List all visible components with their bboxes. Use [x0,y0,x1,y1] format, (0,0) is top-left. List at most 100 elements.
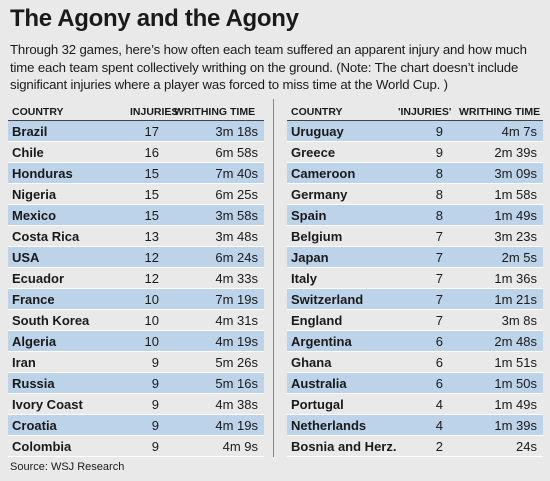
table-row: Mexico 15 3m 58s [8,205,264,226]
cell-writhing-time: 6m 58s [215,145,258,160]
cell-injuries: 6 [435,334,443,349]
cell-writhing-time: 1m 49s [494,208,537,223]
table-body: Brazil 17 3m 18s Chile 16 6m 58s Honduras 15 7m … [8,121,264,457]
cell-country: South Korea [12,313,90,328]
cell-country: Costa Rica [12,229,80,244]
cell-country: Germany [291,187,348,202]
table-row: Croatia 9 4m 19s [8,415,264,436]
table-row: Japan 7 2m 5s [287,247,543,268]
cell-writhing-time: 6m 24s [215,250,258,265]
header-writhing-time: WRITHING TIME [174,106,256,118]
cell-injuries: 4 [435,397,443,412]
cell-writhing-time: 1m 49s [494,397,537,412]
cell-writhing-time: 4m 31s [215,313,258,328]
cell-writhing-time: 1m 21s [494,292,537,307]
table-row: Portugal 4 1m 49s [287,394,543,415]
cell-writhing-time: 5m 16s [215,376,258,391]
cell-country: France [12,292,55,307]
cell-country: Russia [12,376,55,391]
table-row: Honduras 15 7m 40s [8,163,264,184]
table-row: Cameroon 8 3m 09s [287,163,543,184]
cell-writhing-time: 1m 58s [494,187,537,202]
table-row: USA 12 6m 24s [8,247,264,268]
cell-writhing-time: 4m 19s [215,334,258,349]
table-body: Uruguay 9 4m 7s Greece 9 2m 39s Cameroon 8 3m 09… [287,121,543,457]
cell-injuries: 13 [144,229,159,244]
cell-injuries: 9 [151,355,159,370]
cell-injuries: 9 [151,376,159,391]
cell-injuries: 16 [144,145,159,160]
table-header: COUNTRY 'INJURIES' WRITHING TIME [287,99,543,121]
cell-country: Greece [291,145,336,160]
cell-injuries: 9 [151,439,159,454]
cell-injuries: 9 [435,124,443,139]
cell-country: Nigeria [12,187,57,202]
table-row: Netherlands 4 1m 39s [287,415,543,436]
cell-country: England [291,313,343,328]
cell-writhing-time: 1m 50s [494,376,537,391]
cell-country: Uruguay [291,124,344,139]
table-row: Nigeria 15 6m 25s [8,184,264,205]
column-divider [273,99,274,457]
table-row: Switzerland 7 1m 21s [287,289,543,310]
table-row: South Korea 10 4m 31s [8,310,264,331]
cell-country: Ghana [291,355,332,370]
cell-country: Mexico [12,208,57,223]
table-right: COUNTRY 'INJURIES' WRITHING TIME Uruguay… [287,99,543,457]
cell-writhing-time: 3m 48s [215,229,258,244]
table-row: Colombia 9 4m 9s [8,436,264,457]
cell-writhing-time: 1m 51s [494,355,537,370]
cell-country: Bosnia and Herz. [291,439,397,454]
cell-injuries: 7 [435,271,443,286]
table-row: Italy 7 1m 36s [287,268,543,289]
cell-injuries: 10 [144,313,159,328]
cell-country: Croatia [12,418,57,433]
table-row: Germany 8 1m 58s [287,184,543,205]
cell-country: Colombia [12,439,72,454]
table-left: COUNTRY INJURIES WRITHING TIME Brazil 17 3… [8,99,264,457]
cell-country: Japan [291,250,329,265]
cell-writhing-time: 2m 39s [494,145,537,160]
cell-country: Netherlands [291,418,367,433]
cell-injuries: 10 [144,334,159,349]
cell-country: Brazil [12,124,48,139]
header-injuries: INJURIES [130,106,179,118]
table-header: COUNTRY INJURIES WRITHING TIME [8,99,264,121]
table-row: France 10 7m 19s [8,289,264,310]
cell-injuries: 12 [144,271,159,286]
cell-writhing-time: 5m 26s [215,355,258,370]
cell-country: Iran [12,355,36,370]
cell-injuries: 7 [435,292,443,307]
cell-injuries: 12 [144,250,159,265]
cell-writhing-time: 7m 19s [215,292,258,307]
cell-writhing-time: 4m 38s [215,397,258,412]
header-injuries: 'INJURIES' [398,106,452,118]
header-writhing-time: WRITHING TIME [459,106,541,118]
cell-injuries: 9 [151,418,159,433]
table-row: Ghana 6 1m 51s [287,352,543,373]
table-row: Australia 6 1m 50s [287,373,543,394]
cell-injuries: 8 [435,208,443,223]
cell-injuries: 6 [435,355,443,370]
table-row: Uruguay 9 4m 7s [287,121,543,142]
cell-injuries: 2 [435,439,443,454]
cell-country: Ivory Coast [12,397,83,412]
cell-country: Honduras [12,166,73,181]
cell-country: Algeria [12,334,57,349]
table-row: Russia 9 5m 16s [8,373,264,394]
cell-writhing-time: 2m 5s [501,250,537,265]
table-row: Ecuador 12 4m 33s [8,268,264,289]
table-row: Belgium 7 3m 23s [287,226,543,247]
cell-country: Portugal [291,397,344,412]
cell-injuries: 7 [435,250,443,265]
cell-injuries: 8 [435,166,443,181]
cell-writhing-time: 4m 33s [215,271,258,286]
chart-title: The Agony and the Agony [10,5,299,32]
cell-writhing-time: 4m 19s [215,418,258,433]
cell-writhing-time: 7m 40s [215,166,258,181]
cell-writhing-time: 3m 23s [494,229,537,244]
table-row: Brazil 17 3m 18s [8,121,264,142]
cell-country: Belgium [291,229,343,244]
cell-writhing-time: 6m 25s [215,187,258,202]
cell-country: Argentina [291,334,352,349]
